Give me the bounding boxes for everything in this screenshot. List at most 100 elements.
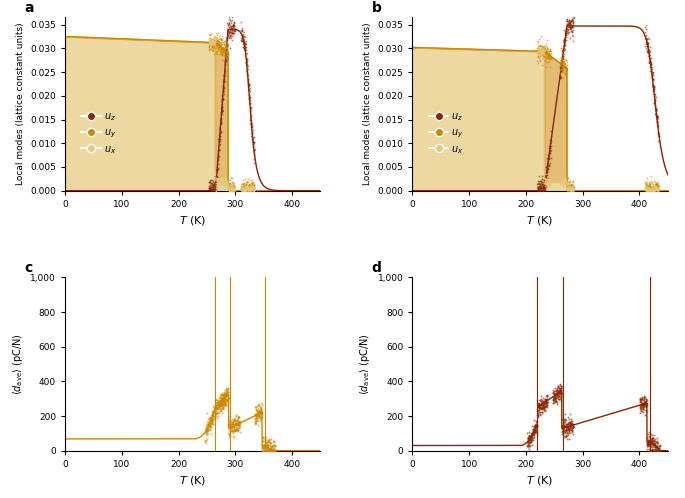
Point [653,186,664,194]
Point [535,51,546,59]
Point [255,407,266,415]
Point [645,186,656,194]
Point [540,42,551,50]
Point [648,447,659,455]
Point [647,68,658,76]
Point [644,47,655,55]
Point [634,398,645,406]
Point [565,27,576,35]
Point [205,420,216,428]
Point [563,174,574,182]
Point [238,186,249,194]
Point [210,174,221,182]
Point [242,55,253,63]
Point [256,406,266,414]
Point [251,402,262,410]
Point [552,390,563,398]
Point [213,137,224,145]
Point [637,402,648,410]
Point [645,447,656,455]
Point [226,181,237,189]
Point [556,385,566,393]
Point [252,411,263,419]
Point [539,47,550,55]
Point [215,184,226,192]
Point [269,442,280,450]
Point [642,186,653,194]
Point [640,186,651,194]
Point [214,401,225,409]
Point [538,402,549,410]
Point [228,18,239,26]
Point [649,96,660,104]
Point [527,432,538,440]
Point [541,174,552,182]
Point [537,181,548,189]
Point [221,178,232,186]
Point [566,420,577,428]
Point [242,182,253,190]
Point [229,186,240,194]
Point [225,183,236,191]
Point [256,411,267,419]
Point [203,420,214,428]
Point [545,141,556,149]
Point [208,403,219,411]
Point [565,19,576,27]
Point [238,38,249,46]
Point [201,435,212,443]
Point [257,444,268,452]
Point [220,392,231,400]
Point [642,45,653,53]
Point [242,187,253,195]
Point [561,31,572,39]
Point [539,172,550,180]
Point [558,52,569,60]
Point [648,182,659,190]
Point [563,186,574,194]
Point [560,36,571,44]
Point [543,179,554,187]
Point [261,437,272,445]
Point [220,43,231,51]
Point [214,137,225,145]
Point [246,122,257,129]
Point [558,36,569,44]
Point [222,46,233,54]
Point [528,429,539,437]
Point [646,65,657,73]
Point [234,421,245,429]
Point [643,186,653,194]
Point [536,395,547,403]
Point [244,184,255,192]
Point [558,46,569,54]
Point [208,36,219,44]
Point [650,186,661,194]
Point [247,183,258,191]
Point [559,62,570,70]
X-axis label: $T$ (K): $T$ (K) [527,474,554,487]
Point [538,45,549,53]
Point [533,399,544,407]
Point [538,398,549,406]
Point [259,447,270,455]
Point [261,433,272,441]
Point [566,185,577,193]
Point [239,187,250,195]
Point [543,178,553,186]
Point [208,181,219,189]
Point [247,184,258,192]
Point [241,186,252,194]
Point [567,18,578,26]
Point [217,390,228,398]
Point [219,392,230,400]
Point [268,447,279,455]
Point [649,181,660,189]
Point [230,421,241,429]
Point [247,138,258,146]
Point [637,402,648,410]
Point [244,186,255,194]
Point [217,44,228,52]
Point [211,410,222,418]
Point [202,426,213,434]
